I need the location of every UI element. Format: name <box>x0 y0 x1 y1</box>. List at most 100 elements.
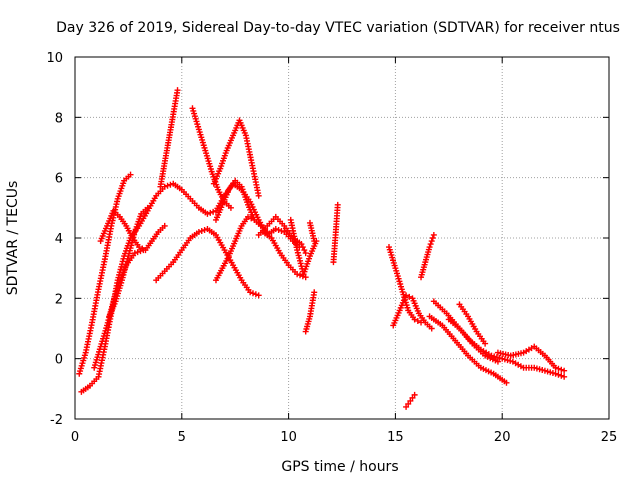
data-point-fill <box>287 264 299 275</box>
data-point <box>195 228 202 235</box>
series-arc-o <box>302 289 318 335</box>
series-arc-d <box>97 207 168 254</box>
data-point <box>552 370 559 377</box>
data-point-fill <box>137 210 150 227</box>
data-point-fill <box>253 218 262 227</box>
data-point-fill <box>299 244 308 254</box>
data-point-fill <box>196 129 208 151</box>
data-point-fill <box>214 234 227 251</box>
data-point <box>245 213 252 220</box>
data-point-fill <box>441 324 457 342</box>
data-point-fill <box>266 227 277 237</box>
x-tick-label: 5 <box>178 430 186 445</box>
data-point <box>561 373 568 380</box>
data-point-fill <box>96 258 108 290</box>
data-point <box>334 201 341 208</box>
data-point-fill <box>83 322 95 353</box>
data-point <box>136 244 143 251</box>
data-point-fill <box>157 224 166 233</box>
data-point-fill <box>155 270 166 281</box>
data-point-fill <box>239 186 251 206</box>
x-tick-label: 15 <box>387 430 404 445</box>
data-point-fill <box>475 330 487 345</box>
data-point-fill <box>119 255 131 281</box>
data-point-fill <box>283 225 295 239</box>
data-point-fill <box>480 348 492 358</box>
data-point-fill <box>124 252 137 266</box>
x-tick-label: 0 <box>71 430 79 445</box>
data-point <box>204 210 211 217</box>
data-point-fill <box>126 231 138 257</box>
data-point-fill <box>432 300 448 315</box>
y-tick-label: 10 <box>46 51 63 66</box>
data-point-fill <box>206 227 217 237</box>
data-point-fill <box>386 246 398 269</box>
data-point-fill <box>102 225 114 260</box>
series-arc-a <box>76 171 134 377</box>
data-point-fill <box>98 225 109 242</box>
data-point <box>294 271 301 278</box>
data-point-fill <box>332 204 341 236</box>
data-point-fill <box>123 173 132 182</box>
data-point-fill <box>428 314 444 327</box>
data-point-fill <box>523 345 535 355</box>
data-point-fill <box>232 182 243 192</box>
data-point <box>407 397 414 404</box>
data-point-fill <box>150 231 160 242</box>
series-arc-g <box>153 225 262 299</box>
data-point <box>561 367 568 374</box>
data-point <box>302 274 309 281</box>
data-point-fill <box>214 204 225 221</box>
data-point <box>302 250 309 257</box>
data-point <box>494 358 501 365</box>
series-arc-f <box>157 87 181 190</box>
data-point-fill <box>424 321 433 330</box>
data-point-fill <box>227 179 237 191</box>
series-arc-m <box>259 228 309 281</box>
data-point <box>403 403 410 410</box>
data-point <box>482 340 489 347</box>
y-tick-label: 6 <box>55 172 63 187</box>
y-tick-label: -2 <box>50 413 63 428</box>
series-arc-k <box>212 177 258 223</box>
data-point-fill <box>454 339 470 357</box>
data-point <box>311 289 318 296</box>
data-point-fill <box>458 303 470 318</box>
data-point-fill <box>122 237 133 257</box>
data-point-fill <box>115 180 127 200</box>
data-point-fill <box>144 240 154 251</box>
data-point-fill <box>240 279 252 293</box>
data-point-fill <box>89 376 100 387</box>
series-arc-j <box>212 213 271 284</box>
data-point <box>251 216 258 223</box>
data-point-fill <box>170 89 181 115</box>
x-tick-label: 10 <box>280 430 297 445</box>
data-point-fill <box>391 309 402 326</box>
data-point-fill <box>250 290 259 298</box>
data-point-fill <box>243 135 255 166</box>
data-point-fill <box>555 365 565 373</box>
data-point-fill <box>278 252 290 266</box>
data-point-fill <box>266 216 277 227</box>
series-arc-z <box>494 343 568 374</box>
data-point-fill <box>512 360 524 370</box>
data-point-fill <box>214 267 225 281</box>
data-point-fill <box>77 352 88 375</box>
data-point-fill <box>220 189 231 206</box>
data-point-fill <box>124 225 135 239</box>
data-point-fill <box>118 216 128 227</box>
data-point-fill <box>427 235 436 248</box>
data-point-fill <box>308 240 319 257</box>
data-point <box>552 364 559 371</box>
data-point-fill <box>296 272 306 280</box>
data-point <box>174 87 181 94</box>
data-point-fill <box>406 309 417 321</box>
y-tick-label: 4 <box>55 232 63 247</box>
data-point-fill <box>233 225 244 242</box>
x-tick-label: 25 <box>601 430 618 445</box>
data-point-fill <box>234 179 243 188</box>
data-point-fill <box>171 249 184 263</box>
data-point-fill <box>533 365 546 373</box>
data-point-fill <box>107 300 118 317</box>
data-point-fill <box>283 231 294 242</box>
